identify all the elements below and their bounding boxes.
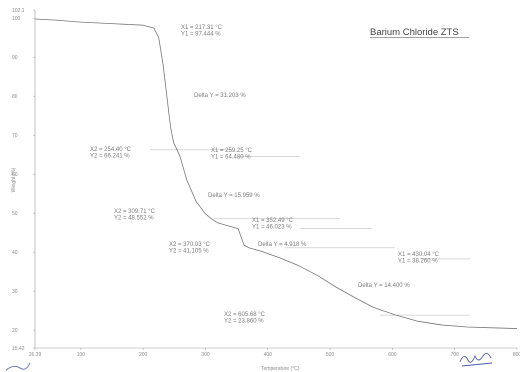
annotation-label: Y1 = 46.023 % [252, 225, 292, 231]
annotation-label: X1 = 259.25 °C [211, 148, 253, 154]
y-tick-label: 40 [12, 250, 18, 256]
y-tick-label: 15.42 [12, 346, 25, 352]
annotation-label: Y2 = 23.860 % [224, 319, 264, 325]
x-tick-label: 300 [201, 352, 210, 358]
annotation-label: Y1 = 97.444 % [181, 32, 221, 38]
x-tick-label: 400 [264, 352, 273, 358]
y-tick-label: 20 [12, 328, 18, 334]
signature-mark [459, 353, 493, 367]
series-line-0 [34, 18, 518, 329]
annotation-label: Y2 = 48.552 % [114, 216, 154, 222]
annotation-label: X2 = 254.40 °C [90, 147, 132, 153]
x-tick-label: 700 [451, 352, 460, 358]
y-tick-label: 30 [12, 289, 18, 295]
annotation-label: X1 = 217.31 °C [181, 25, 223, 31]
x-tick-label: 600 [388, 352, 397, 358]
chart-title: Barium Chloride ZTS [370, 27, 459, 38]
x-tick-label: 500 [326, 352, 335, 358]
annotation-label: Delta Y = 31.203 % [194, 93, 246, 99]
x-tick-label: 800 [513, 352, 520, 358]
annotation-label: X2 = 309.71 °C [114, 209, 156, 215]
x-tick-label: 200 [139, 352, 148, 358]
annotation-label: X2 = 370.03 °C [169, 242, 211, 248]
annotation-label: Y2 = 66.241 % [90, 154, 130, 160]
y-tick-label: 60 [12, 172, 18, 178]
signature-mark-left [5, 362, 31, 371]
axes [33, 9, 518, 350]
annotation-label: X2 = 605.68 °C [224, 312, 266, 318]
y-tick-label: 102.1 [12, 8, 25, 14]
y-tick-label: 70 [12, 133, 18, 139]
text-layer: 102.1 100 90 80 70 60 50 40 30 20 15.42 26.39 100 200… [11, 8, 520, 372]
annotation-label: Y1 = 64.480 % [211, 155, 251, 161]
annotation-label: Y1 = 38.260 % [398, 259, 438, 265]
annotation-label: X1 = 430.04 °C [398, 252, 440, 258]
annotation-label: Delta Y = 14.400 % [358, 283, 410, 289]
y-axis-label: Weight (%) [11, 167, 17, 192]
annotation-label: Delta Y = 4.918 % [258, 242, 307, 248]
x-tick-label: 26.39 [29, 352, 42, 358]
x-tick-label: 100 [77, 352, 86, 358]
annotation-label: X1 = 352.49 °C [252, 218, 294, 224]
y-tick-label: 80 [12, 94, 18, 100]
annotation-lines [150, 149, 470, 316]
series-layer [34, 18, 518, 329]
y-tick-label: 50 [12, 211, 18, 217]
annotation-label: Y2 = 41.105 % [169, 249, 209, 255]
y-tick-label: 90 [12, 55, 18, 61]
annotation-label: Delta Y = 15.959 % [208, 193, 260, 199]
y-tick-label: 100 [12, 16, 21, 22]
x-axis-label: Temperature (°C) [261, 366, 300, 372]
